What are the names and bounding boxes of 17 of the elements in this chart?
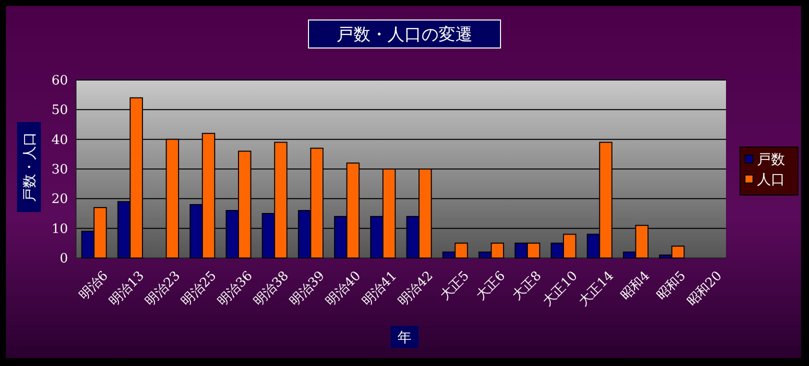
y-tick-label: 40: [51, 132, 68, 148]
y-tick-label: 0: [60, 252, 68, 267]
y-tick-label: 10: [51, 222, 68, 237]
legend-label: 人口: [757, 172, 785, 188]
y-tick-label: 50: [51, 103, 68, 118]
chart-title: 戸数・人口の変遷: [336, 24, 472, 45]
x-tick-label: 昭和4: [618, 268, 653, 304]
x-tick-label: 昭和20: [684, 268, 726, 310]
x-axis-title: 年: [398, 330, 412, 346]
x-tick-label: 明治42: [396, 268, 436, 310]
y-tick-label: 30: [51, 162, 68, 178]
y-tick-label: 20: [51, 192, 68, 208]
x-tick-label: 大正5: [438, 268, 472, 304]
x-tick-label: 大正6: [474, 268, 509, 304]
y-tick-label: 60: [51, 74, 68, 89]
legend-label: 戸数: [757, 152, 785, 168]
y-axis-title: 戸数・人口: [22, 132, 38, 202]
